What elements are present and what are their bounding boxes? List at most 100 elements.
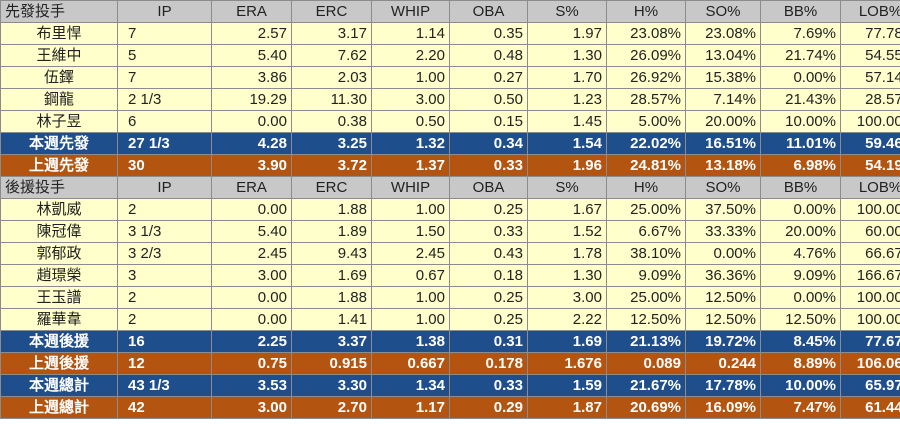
- cell-oba: 0.25: [449, 198, 528, 221]
- cell-bb-pct: 0.00%: [760, 66, 841, 89]
- cell-s-pct: 1.45: [527, 110, 607, 133]
- cell-s-pct: 1.87: [527, 396, 607, 419]
- cell-so-pct: 33.33%: [685, 220, 761, 243]
- cell-so-pct: 12.50%: [685, 286, 761, 309]
- header-so-pct: SO%: [685, 176, 761, 199]
- cell-era: 0.00: [211, 198, 292, 221]
- cell-lob-pct: 100.00%: [840, 110, 900, 133]
- cell-whip: 1.00: [371, 308, 450, 331]
- cell-name: 羅華韋: [0, 308, 118, 331]
- cell-whip: 1.00: [371, 66, 450, 89]
- cell-name: 郭郁政: [0, 242, 118, 265]
- cell-era: 3.00: [211, 264, 292, 287]
- cell-ip: 7: [117, 66, 212, 89]
- cell-whip: 1.38: [371, 330, 450, 353]
- header-era: ERA: [211, 0, 292, 23]
- header-ip: IP: [117, 176, 212, 199]
- header-erc: ERC: [291, 176, 372, 199]
- cell-name: 本週先發: [0, 132, 118, 155]
- cell-so-pct: 36.36%: [685, 264, 761, 287]
- cell-ip: 2: [117, 286, 212, 309]
- cell-h-pct: 25.00%: [606, 286, 686, 309]
- cell-lob-pct: 166.67%: [840, 264, 900, 287]
- cell-so-pct: 13.18%: [685, 154, 761, 177]
- cell-lob-pct: 54.55%: [840, 44, 900, 67]
- cell-whip: 0.667: [371, 352, 450, 375]
- cell-s-pct: 1.70: [527, 66, 607, 89]
- cell-lob-pct: 65.97%: [840, 374, 900, 397]
- cell-name: 上週先發: [0, 154, 118, 177]
- cell-oba: 0.43: [449, 242, 528, 265]
- cell-ip: 7: [117, 22, 212, 45]
- cell-era: 2.57: [211, 22, 292, 45]
- relievers-last-week-row: 上週後援 12 0.75 0.915 0.667 0.178 1.676 0.089 0.244…: [0, 352, 900, 375]
- cell-lob-pct: 100.00%: [840, 286, 900, 309]
- cell-erc: 1.69: [291, 264, 372, 287]
- starters-header-row: 先發投手 IP ERA ERC WHIP OBA S% H% SO% BB% LOB%: [0, 0, 900, 23]
- cell-s-pct: 1.97: [527, 22, 607, 45]
- cell-ip: 2: [117, 308, 212, 331]
- cell-s-pct: 3.00: [527, 286, 607, 309]
- cell-erc: 1.88: [291, 286, 372, 309]
- cell-h-pct: 9.09%: [606, 264, 686, 287]
- header-h-pct: H%: [606, 176, 686, 199]
- cell-bb-pct: 8.45%: [760, 330, 841, 353]
- header-name: 後援投手: [0, 176, 118, 199]
- cell-whip: 1.17: [371, 396, 450, 419]
- cell-era: 2.45: [211, 242, 292, 265]
- header-lob-pct: LOB%: [840, 0, 900, 23]
- cell-s-pct: 1.69: [527, 330, 607, 353]
- cell-erc: 1.89: [291, 220, 372, 243]
- pitching-stats-table: 先發投手 IP ERA ERC WHIP OBA S% H% SO% BB% LOB% 布里悍 7 2.5…: [0, 0, 900, 419]
- cell-h-pct: 26.09%: [606, 44, 686, 67]
- table-row: 陳冠偉 3 1/3 5.40 1.89 1.50 0.33 1.52 6.67% 33.33% 2…: [0, 220, 900, 243]
- header-s-pct: S%: [527, 176, 607, 199]
- cell-oba: 0.48: [449, 44, 528, 67]
- cell-whip: 2.20: [371, 44, 450, 67]
- cell-bb-pct: 8.89%: [760, 352, 841, 375]
- cell-ip: 43 1/3: [117, 374, 212, 397]
- cell-erc: 1.41: [291, 308, 372, 331]
- cell-whip: 1.32: [371, 132, 450, 155]
- cell-whip: 1.00: [371, 286, 450, 309]
- cell-era: 3.53: [211, 374, 292, 397]
- header-so-pct: SO%: [685, 0, 761, 23]
- cell-ip: 12: [117, 352, 212, 375]
- cell-name: 本週總計: [0, 374, 118, 397]
- cell-h-pct: 21.13%: [606, 330, 686, 353]
- cell-ip: 3: [117, 264, 212, 287]
- cell-name: 陳冠偉: [0, 220, 118, 243]
- table-row: 趙璟榮 3 3.00 1.69 0.67 0.18 1.30 9.09% 36.36% 9.09%…: [0, 264, 900, 287]
- cell-ip: 2 1/3: [117, 88, 212, 111]
- cell-h-pct: 5.00%: [606, 110, 686, 133]
- cell-erc: 0.915: [291, 352, 372, 375]
- cell-bb-pct: 7.47%: [760, 396, 841, 419]
- cell-so-pct: 23.08%: [685, 22, 761, 45]
- cell-name: 王維中: [0, 44, 118, 67]
- cell-bb-pct: 4.76%: [760, 242, 841, 265]
- cell-erc: 0.38: [291, 110, 372, 133]
- cell-so-pct: 0.244: [685, 352, 761, 375]
- cell-so-pct: 13.04%: [685, 44, 761, 67]
- cell-era: 0.00: [211, 308, 292, 331]
- cell-name: 鋼龍: [0, 88, 118, 111]
- starters-last-week-row: 上週先發 30 3.90 3.72 1.37 0.33 1.96 24.81% 13.18% 6.…: [0, 154, 900, 177]
- header-name: 先發投手: [0, 0, 118, 23]
- cell-whip: 2.45: [371, 242, 450, 265]
- cell-name: 上週總計: [0, 396, 118, 419]
- cell-ip: 6: [117, 110, 212, 133]
- cell-h-pct: 28.57%: [606, 88, 686, 111]
- totals-this-week-row: 本週總計 43 1/3 3.53 3.30 1.34 0.33 1.59 21.67% 17.7…: [0, 374, 900, 397]
- table-row: 林子昱 6 0.00 0.38 0.50 0.15 1.45 5.00% 20.00% 10.00…: [0, 110, 900, 133]
- cell-so-pct: 15.38%: [685, 66, 761, 89]
- header-whip: WHIP: [371, 176, 450, 199]
- cell-name: 林凱威: [0, 198, 118, 221]
- cell-lob-pct: 59.46%: [840, 132, 900, 155]
- relievers-header-row: 後援投手 IP ERA ERC WHIP OBA S% H% SO% BB% LOB%: [0, 176, 900, 199]
- cell-oba: 0.29: [449, 396, 528, 419]
- cell-era: 5.40: [211, 220, 292, 243]
- cell-era: 0.75: [211, 352, 292, 375]
- cell-s-pct: 1.96: [527, 154, 607, 177]
- starters-this-week-row: 本週先發 27 1/3 4.28 3.25 1.32 0.34 1.54 22.02% 16.5…: [0, 132, 900, 155]
- header-erc: ERC: [291, 0, 372, 23]
